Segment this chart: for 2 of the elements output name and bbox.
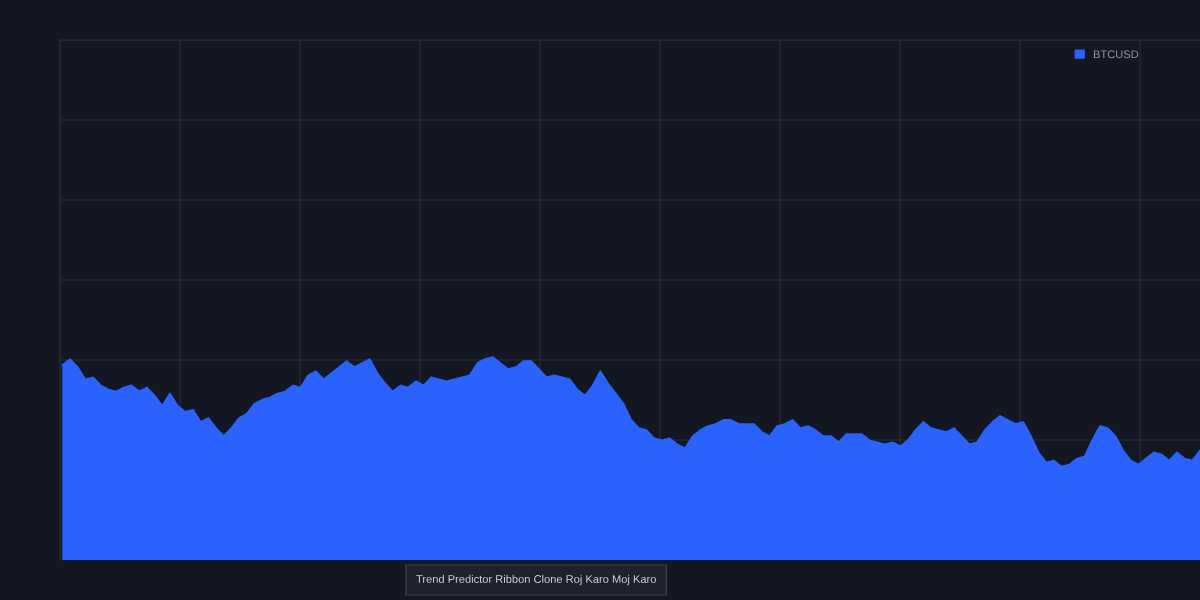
- text: Trend Predictor Ribbon Clone Roj Karo Moj Karo: [416, 574, 656, 586]
- legend-label: BTCUSD: [1093, 50, 1139, 59]
